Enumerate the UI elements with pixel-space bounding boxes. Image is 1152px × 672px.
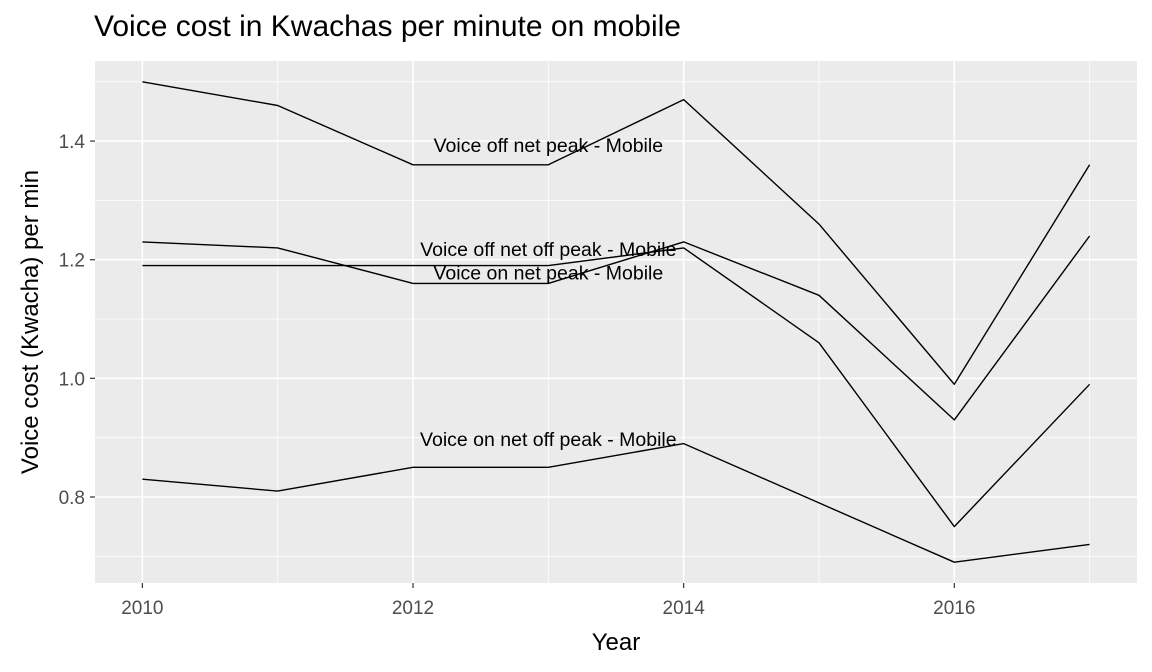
x-axis-title: Year xyxy=(592,629,641,656)
series-line-1 xyxy=(142,81,1091,385)
series-labels: Voice off net peak - Mobile Voice off net… xyxy=(420,135,677,451)
y-tick-label: 1.4 xyxy=(59,132,86,153)
y-tick-label: 1.0 xyxy=(59,369,85,390)
series-line-4 xyxy=(142,442,1090,563)
x-tick-label: 2016 xyxy=(933,598,975,619)
minor-gridlines xyxy=(95,61,1137,583)
chart-title: Voice cost in Kwachas per minute on mobi… xyxy=(94,10,681,43)
major-gridlines xyxy=(95,61,1137,583)
y-axis-title: Voice cost (Kwacha) per min xyxy=(17,170,44,474)
x-tick-label: 2012 xyxy=(392,598,434,619)
series-lines xyxy=(142,81,1091,563)
plot-panel xyxy=(95,61,1137,583)
series-label-2: Voice off net off peak - Mobile xyxy=(420,239,676,261)
series-label-1: Voice off net peak - Mobile xyxy=(434,135,663,157)
axis-tick-labels: 2010 2012 2014 2016 0.8 1.0 1.2 1.4 xyxy=(59,132,976,619)
axis-ticks xyxy=(90,140,955,588)
series-label-4: Voice on net off peak - Mobile xyxy=(420,429,677,451)
y-tick-label: 1.2 xyxy=(59,251,85,272)
series-line-3 xyxy=(142,247,1091,528)
x-tick-label: 2010 xyxy=(121,598,163,619)
y-tick-label: 0.8 xyxy=(59,488,85,509)
series-line-2 xyxy=(142,235,1091,421)
x-tick-label: 2014 xyxy=(663,598,706,619)
series-label-3: Voice on net peak - Mobile xyxy=(433,263,663,285)
